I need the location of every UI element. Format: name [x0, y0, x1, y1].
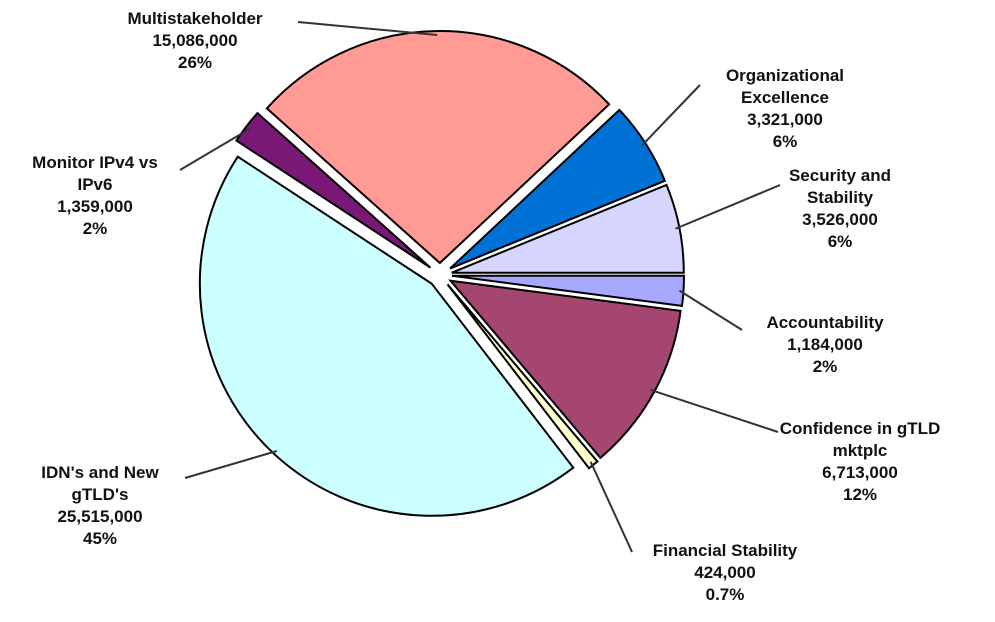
category-label: IDN's and New gTLD's	[41, 463, 159, 504]
leader-line	[297, 21, 438, 37]
percent-label: 6%	[827, 232, 853, 251]
value-label: 6,713,000	[822, 463, 898, 482]
leader-line	[650, 388, 779, 433]
value-label: 15,086,000	[152, 31, 238, 50]
category-label: Monitor IPv4 vs IPv6	[32, 153, 158, 194]
percent-label: 45%	[82, 529, 118, 548]
leader-line	[641, 84, 701, 147]
leader-line	[184, 450, 278, 479]
percent-label: 12%	[842, 485, 878, 504]
category-label: Confidence in gTLD mktplc	[779, 419, 941, 460]
leader-line	[179, 128, 251, 171]
leader-line	[678, 289, 743, 331]
category-label: Organizational Excellence	[725, 66, 845, 107]
slice-label: Accountability 1,184,000 2%	[745, 312, 905, 378]
leader-line	[589, 461, 633, 553]
percent-label: 2%	[82, 219, 108, 238]
pie-slice	[265, 30, 611, 265]
pie-slice	[198, 155, 575, 517]
value-label: 424,000	[694, 563, 756, 582]
value-label: 25,515,000	[57, 507, 143, 526]
category-label: Multistakeholder	[127, 9, 263, 28]
pie-slice	[451, 274, 685, 308]
value-label: 1,359,000	[57, 197, 133, 216]
slice-label: Security and Stability 3,526,000 6%	[770, 165, 910, 253]
value-label: 3,321,000	[747, 110, 823, 129]
slice-label: Multistakeholder 15,086,000 26%	[105, 8, 285, 74]
slice-label: IDN's and New gTLD's 25,515,000 45%	[30, 462, 170, 550]
value-label: 3,526,000	[802, 210, 878, 229]
percent-label: 0.7%	[705, 585, 745, 604]
slice-label: Financial Stability 424,000 0.7%	[625, 540, 825, 606]
percent-label: 6%	[772, 132, 798, 151]
category-label: Financial Stability	[652, 541, 798, 560]
slice-label: Confidence in gTLD mktplc 6,713,000 12%	[773, 418, 948, 506]
category-label: Accountability	[766, 313, 884, 332]
percent-label: 2%	[812, 357, 838, 376]
value-label: 1,184,000	[787, 335, 863, 354]
pie-slice	[235, 111, 432, 269]
slice-label: Monitor IPv4 vs IPv6 1,359,000 2%	[20, 152, 170, 240]
percent-label: 26%	[177, 53, 213, 72]
slice-label: Organizational Excellence 3,321,000 6%	[715, 65, 855, 153]
category-label: Security and Stability	[788, 166, 892, 207]
leader-line	[675, 184, 781, 230]
